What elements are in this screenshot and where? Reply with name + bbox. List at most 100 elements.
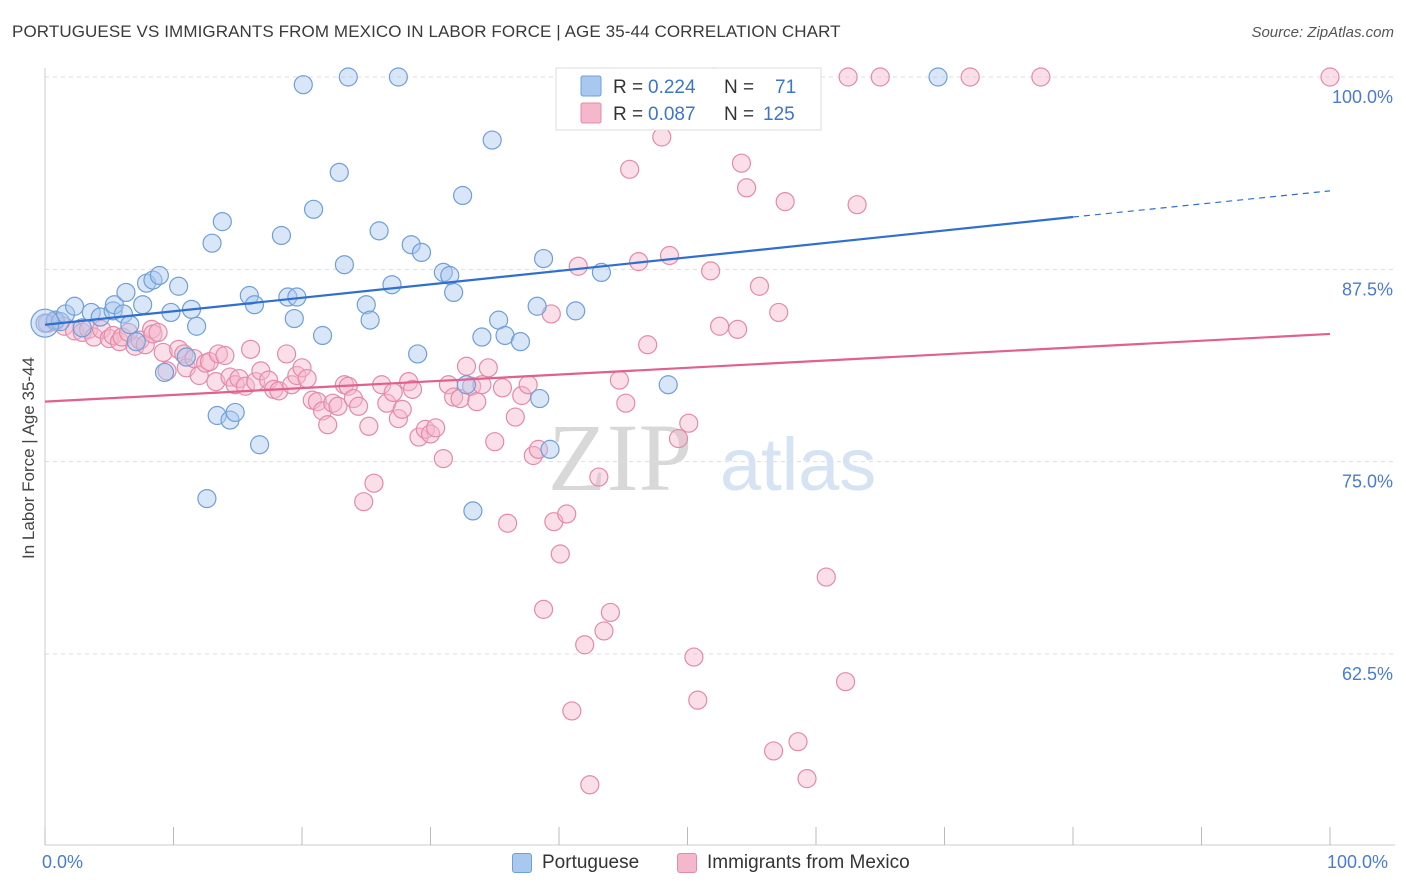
legend-n-value-1: 71	[775, 77, 796, 98]
mexico-point-98	[600, 602, 621, 623]
mexico-point-35	[241, 339, 261, 359]
mexico-point-94	[575, 635, 595, 655]
legend-n-label-1: N =	[724, 77, 754, 98]
portuguese-point-39	[312, 325, 333, 346]
mexico-point-108	[679, 413, 699, 433]
mexico-point-86	[528, 439, 549, 459]
y-axis-label: In Labor Force | Age 35-44	[19, 357, 38, 559]
mexico-point-117	[749, 276, 770, 296]
mexico-point-45	[297, 368, 317, 389]
mexico-point-114	[728, 319, 748, 339]
series-portuguese-points	[30, 67, 948, 521]
mexico-point-85	[523, 445, 543, 466]
legend-swatch-portuguese-bottom	[512, 853, 532, 873]
mexico-point-81	[498, 513, 518, 533]
portuguese-point-45	[369, 221, 389, 241]
portuguese-point-33	[271, 225, 292, 246]
mexico-point-123	[816, 567, 836, 587]
portuguese-point-17	[149, 265, 169, 286]
mexico-point-129	[1320, 67, 1340, 87]
portuguese-point-35	[284, 308, 304, 329]
chart-title: PORTUGUESE VS IMMIGRANTS FROM MEXICO IN …	[12, 22, 841, 41]
portuguese-point-66	[566, 301, 586, 321]
portuguese-point-32	[249, 435, 270, 455]
mexico-point-28	[206, 372, 226, 392]
portuguese-point-56	[463, 501, 483, 521]
stats-legend: R = 0.224 N = 71 R = 0.087 N = 125	[555, 67, 822, 131]
mexico-point-92	[562, 701, 582, 721]
mexico-point-58	[364, 473, 384, 493]
mexico-point-44	[292, 358, 312, 378]
x-tick-label-min: 0.0%	[42, 852, 84, 872]
y-tick-labels: 62.5% 75.0% 87.5% 100.0%	[1332, 87, 1393, 684]
trend-line-mexico	[44, 332, 1331, 403]
portuguese-point-64	[533, 248, 554, 269]
mexico-point-118	[763, 741, 784, 761]
mexico-point-128	[1031, 67, 1051, 87]
mexico-point-18	[148, 322, 168, 343]
mexico-point-41	[276, 344, 297, 364]
portuguese-point-65	[540, 439, 560, 459]
portuguese-point-68	[658, 375, 678, 395]
mexico-point-109	[684, 647, 704, 667]
portuguese-point-25	[202, 233, 222, 253]
mexico-point-79	[485, 432, 505, 452]
portuguese-point-53	[444, 282, 464, 303]
mexico-point-57	[359, 416, 379, 436]
portuguese-point-50	[411, 242, 432, 263]
mexico-point-125	[847, 195, 867, 215]
y-tick-label-3: 100.0%	[1332, 87, 1393, 107]
mexico-point-97	[594, 621, 614, 641]
mexico-point-30	[215, 345, 235, 366]
portuguese-point-62	[527, 296, 547, 316]
portuguese-point-18	[154, 362, 175, 383]
legend-item-mexico[interactable]: Immigrants from Mexico	[677, 852, 910, 874]
portuguese-point-21	[176, 347, 196, 367]
portuguese-point-44	[360, 310, 380, 330]
mexico-point-93	[568, 256, 588, 276]
mexico-point-51	[328, 396, 348, 416]
portuguese-point-58	[482, 130, 502, 150]
mexico-point-100	[616, 393, 636, 413]
mexico-point-72	[444, 387, 464, 407]
mexico-point-101	[620, 159, 640, 179]
series-mexico-points	[37, 67, 1340, 795]
mexico-point-113	[710, 316, 730, 336]
mexico-point-77	[472, 375, 492, 395]
mexico-point-74	[456, 356, 477, 376]
portuguese-point-61	[510, 332, 531, 352]
portuguese-point-40	[329, 162, 349, 182]
portuguese-point-48	[401, 235, 421, 255]
legend-label-portuguese: Portuguese	[542, 852, 640, 873]
mexico-point-121	[788, 732, 808, 752]
trend-line-portuguese	[44, 215, 1074, 326]
source-label: Source: ZipAtlas.com	[1251, 24, 1394, 41]
portuguese-point-42	[338, 67, 358, 87]
legend-swatch-mexico	[580, 102, 602, 124]
watermark-atlas: atlas	[720, 423, 876, 506]
portuguese-point-31	[244, 295, 265, 315]
portuguese-point-47	[388, 67, 408, 87]
mexico-point-65	[402, 379, 423, 399]
y-tick-label-1: 75.0%	[1342, 472, 1393, 492]
legend-r-label-2: R =	[613, 104, 643, 125]
legend-item-portuguese[interactable]: Portuguese	[512, 852, 639, 874]
portuguese-point-5	[72, 318, 92, 338]
mexico-point-82	[505, 407, 525, 427]
mexico-point-91	[557, 504, 577, 524]
x-tick-label-max: 100.0%	[1327, 852, 1389, 872]
mexico-point-110	[688, 690, 708, 710]
mexico-point-99	[609, 370, 629, 390]
mexico-point-130	[838, 67, 858, 87]
mexico-point-96	[589, 467, 609, 487]
legend-r-value-2: 0.087	[648, 104, 696, 125]
mexico-point-126	[870, 67, 890, 87]
mexico-point-76	[467, 392, 487, 412]
portuguese-point-43	[356, 295, 376, 315]
portuguese-point-49	[408, 344, 428, 364]
mexico-point-62	[388, 408, 408, 429]
watermark-zip: ZIP	[548, 404, 692, 511]
mexico-point-107	[668, 428, 689, 449]
mexico-point-25	[189, 365, 209, 386]
mexico-point-66	[409, 427, 429, 447]
